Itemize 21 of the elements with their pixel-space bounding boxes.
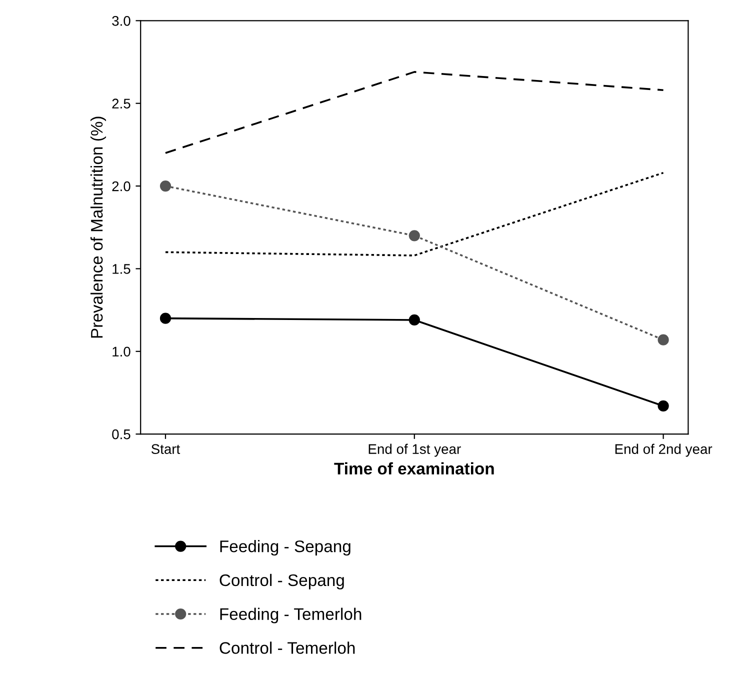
legend-label: Feeding - Sepang [220,540,350,556]
y-tick-label: 3.0 [112,16,130,26]
legend-label: Feeding - Temerloh [220,608,362,624]
legend-label: Control - Temerloh [220,642,355,654]
legend-label: Control - Sepang [220,574,344,590]
y-tick-label: 1.0 [112,346,130,357]
point [408,230,420,242]
x-tick-label: End of 2nd year [615,444,712,457]
point [160,312,172,324]
point [408,314,420,326]
y-tick-label: 2.5 [112,98,130,109]
x-tick-label: Start [151,444,180,454]
y-tick-label: 2.0 [112,181,130,192]
x-axis-title: Time of examination [334,462,494,475]
x-tick-label: End of 1st year [368,444,461,457]
point [658,400,669,412]
point [160,180,172,192]
y-axis-title: Prevalence of Malnutrition (%) [90,116,106,338]
y-tick-label: 1.5 [112,264,130,274]
point [658,334,669,346]
y-tick-label: 0.5 [112,429,130,440]
